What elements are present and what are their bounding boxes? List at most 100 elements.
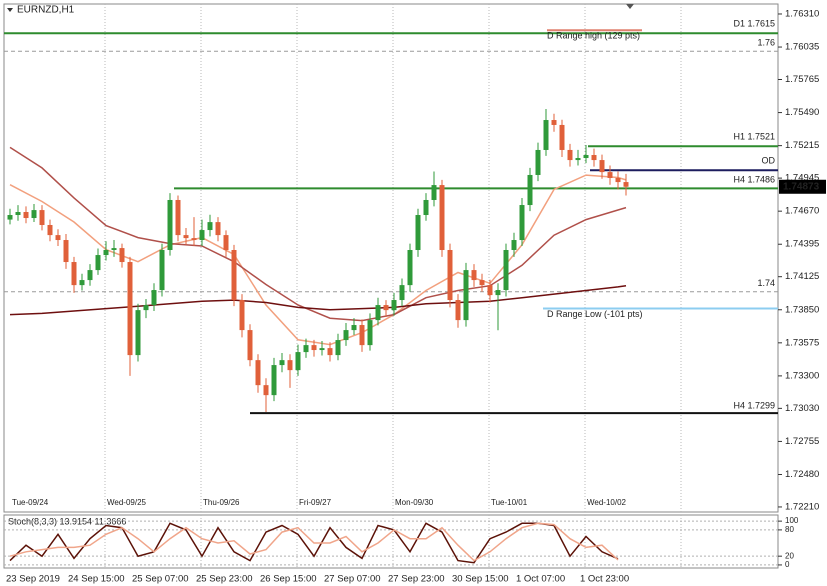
y-tick-label: 1.72755 [785, 436, 819, 447]
y-tick-label: 1.73030 [785, 403, 819, 414]
shift-marker[interactable] [626, 4, 634, 9]
x-tick-label: 27 Sep 07:00 [324, 574, 381, 585]
candle-body [359, 325, 365, 346]
candle-body [415, 215, 421, 251]
y-tick-label: 1.76310 [785, 8, 819, 19]
candle-body [207, 222, 213, 231]
candle-body [511, 240, 517, 251]
candle-body [503, 250, 509, 291]
candle-body [279, 360, 285, 366]
day-label: Tue-10/01 [491, 498, 528, 507]
candle-body [271, 365, 277, 396]
candle-body [559, 124, 565, 150]
candle-body [167, 199, 173, 251]
candle-body [191, 238, 197, 241]
last-price-label: 1.74873 [783, 181, 820, 192]
level-label: D1 1.7615 [733, 19, 775, 29]
candle-body [311, 345, 317, 351]
x-tick-label: 25 Sep 07:00 [132, 574, 189, 585]
x-tick-label: 25 Sep 23:00 [196, 574, 253, 585]
candle-body [135, 310, 141, 356]
candle-body [183, 235, 189, 239]
y-tick-label: 1.74670 [785, 206, 819, 217]
candle-body [31, 210, 37, 219]
candle-body [71, 262, 77, 286]
y-tick-label: 1.73850 [785, 304, 819, 315]
candle-body [351, 325, 357, 331]
candle-body [583, 155, 589, 159]
candle-body [383, 305, 389, 311]
candle-body [487, 285, 493, 296]
chart-title: EURNZD,H1 [17, 5, 75, 16]
candle-body [319, 348, 325, 351]
candle-body [447, 250, 453, 301]
x-tick-label: 1 Oct 23:00 [580, 574, 629, 585]
candle-body [431, 185, 437, 200]
candle-body [607, 172, 613, 178]
level-label: H4 1.7486 [733, 175, 775, 185]
candle-body [543, 120, 549, 150]
y-tick-label: 1.73575 [785, 337, 819, 348]
candle-body [95, 255, 101, 271]
menu-triangle[interactable] [7, 8, 13, 12]
candle-body [599, 160, 605, 173]
candle-body [495, 290, 501, 296]
candle-body [471, 270, 477, 281]
candle-body [615, 177, 621, 183]
candle-body [103, 250, 109, 256]
candle-body [455, 300, 461, 321]
candle-body [7, 215, 13, 220]
main-panel-frame [3, 3, 779, 513]
candle-body [39, 210, 45, 225]
candle-body [407, 250, 413, 286]
indicator-line [9, 522, 619, 564]
level-label: D Range Low (-101 pts) [547, 309, 643, 319]
candle-body [263, 385, 269, 396]
candle-body [439, 185, 445, 251]
candle-body [247, 330, 253, 361]
candle-body [479, 280, 485, 286]
candle-body [143, 305, 149, 311]
candle-body [15, 212, 21, 216]
y-tick-label: 0 [785, 560, 790, 569]
candle-body [567, 149, 573, 161]
y-tick-label: 1.74395 [785, 239, 819, 250]
x-tick-label: 26 Sep 15:00 [260, 574, 317, 585]
level-label: H1 1.7521 [733, 132, 775, 142]
level-label: 1.74 [757, 278, 775, 288]
y-tick-label: 1.72210 [785, 501, 819, 512]
x-tick-label: 27 Sep 23:00 [388, 574, 445, 585]
candle-body [231, 250, 237, 301]
candle-body [175, 199, 181, 236]
candle-body [159, 250, 165, 291]
day-label: Fri-09/27 [299, 498, 332, 507]
y-tick-label: 20 [785, 551, 794, 560]
y-tick-label: 1.75765 [785, 74, 819, 85]
x-tick-label: 1 Oct 07:00 [516, 574, 565, 585]
candle-body [303, 345, 309, 353]
day-label: Wed-10/02 [587, 498, 627, 507]
candle-body [343, 330, 349, 341]
candle-body [199, 230, 205, 241]
candle-body [215, 222, 221, 236]
candle-body [151, 290, 157, 306]
candle-body [551, 120, 557, 125]
y-tick-label: 1.72480 [785, 469, 819, 480]
y-tick-label: 1.74945 [785, 173, 819, 184]
day-label: Mon-09/30 [395, 498, 434, 507]
candle-body [111, 248, 117, 251]
y-tick-label: 100 [785, 516, 799, 525]
y-tick-label: 1.75490 [785, 107, 819, 118]
day-label: Tue-09/24 [12, 498, 49, 507]
candle-body [79, 280, 85, 286]
level-label: 1.76 [757, 38, 775, 48]
candle-body [127, 262, 133, 356]
candle-body [63, 240, 69, 263]
indicator-line [9, 522, 619, 562]
candle-body [55, 235, 61, 241]
x-tick-label: 23 Sep 2019 [6, 574, 60, 585]
candle-body [239, 300, 245, 331]
candle-body [527, 174, 533, 206]
